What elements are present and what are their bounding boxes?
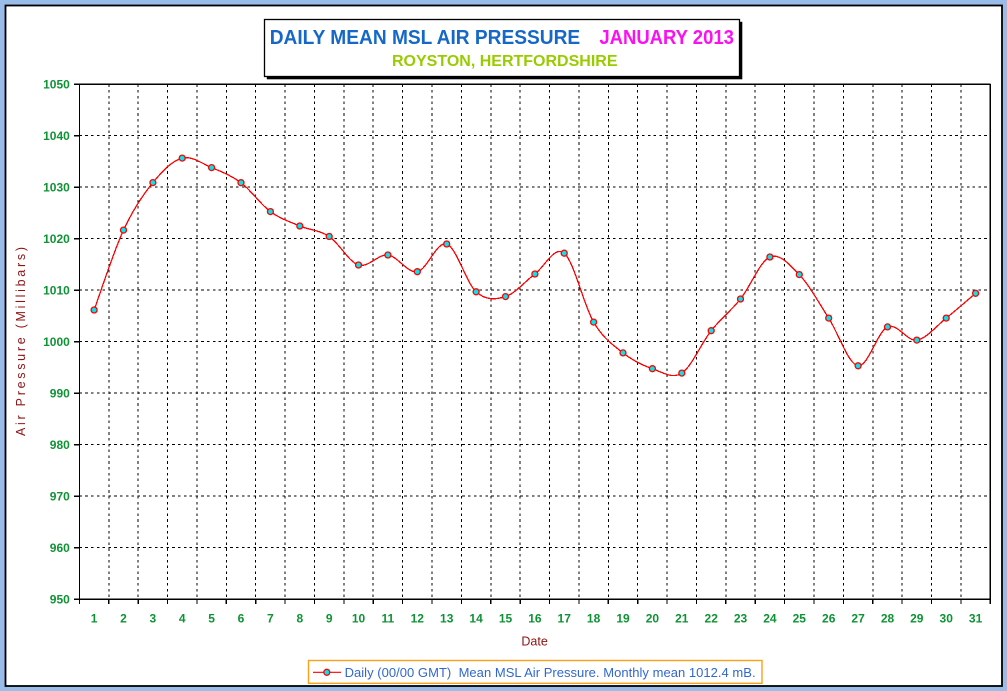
svg-text:950: 950 — [50, 593, 70, 607]
svg-text:3: 3 — [150, 612, 157, 626]
svg-text:13: 13 — [440, 612, 454, 626]
svg-text:22: 22 — [705, 612, 719, 626]
svg-text:970: 970 — [50, 490, 70, 504]
svg-text:19: 19 — [616, 612, 630, 626]
svg-text:16: 16 — [528, 612, 542, 626]
svg-text:14: 14 — [469, 612, 483, 626]
svg-text:990: 990 — [50, 387, 70, 401]
svg-text:17: 17 — [558, 612, 572, 626]
svg-text:980: 980 — [50, 438, 70, 452]
svg-text:24: 24 — [763, 612, 777, 626]
svg-text:1010: 1010 — [43, 284, 70, 298]
svg-text:9: 9 — [326, 612, 333, 626]
svg-text:DAILY MEAN MSL AIR PRESSURE: DAILY MEAN MSL AIR PRESSURE — [270, 27, 581, 49]
svg-text:2: 2 — [120, 612, 127, 626]
svg-text:1000: 1000 — [43, 335, 70, 349]
svg-text:18: 18 — [587, 612, 601, 626]
svg-text:30: 30 — [940, 612, 954, 626]
svg-text:5: 5 — [208, 612, 215, 626]
svg-text:20: 20 — [646, 612, 660, 626]
svg-text:25: 25 — [793, 612, 807, 626]
svg-text:23: 23 — [734, 612, 748, 626]
svg-text:JANUARY 2013: JANUARY 2013 — [599, 27, 734, 49]
svg-text:1050: 1050 — [43, 78, 70, 92]
svg-text:6: 6 — [238, 612, 245, 626]
svg-text:26: 26 — [822, 612, 836, 626]
svg-text:21: 21 — [675, 612, 689, 626]
svg-text:Daily (00/00 GMT) Mean MSL Ai: Daily (00/00 GMT) Mean MSL Air Pressure.… — [345, 665, 756, 680]
svg-text:ROYSTON, HERTFORDSHIRE: ROYSTON, HERTFORDSHIRE — [392, 53, 618, 70]
svg-text:1: 1 — [91, 612, 98, 626]
svg-text:12: 12 — [411, 612, 425, 626]
svg-text:29: 29 — [910, 612, 924, 626]
svg-text:8: 8 — [296, 612, 303, 626]
svg-text:11: 11 — [382, 612, 395, 626]
svg-text:1030: 1030 — [43, 181, 70, 195]
svg-text:1040: 1040 — [43, 129, 70, 143]
svg-text:10: 10 — [352, 612, 366, 626]
svg-text:28: 28 — [881, 612, 895, 626]
svg-text:Date: Date — [521, 635, 547, 649]
svg-text:960: 960 — [50, 541, 70, 555]
svg-text:15: 15 — [499, 612, 513, 626]
svg-text:4: 4 — [179, 612, 186, 626]
svg-text:27: 27 — [851, 612, 865, 626]
svg-text:7: 7 — [267, 612, 274, 626]
svg-text:31: 31 — [969, 612, 983, 626]
svg-text:1020: 1020 — [43, 232, 70, 246]
